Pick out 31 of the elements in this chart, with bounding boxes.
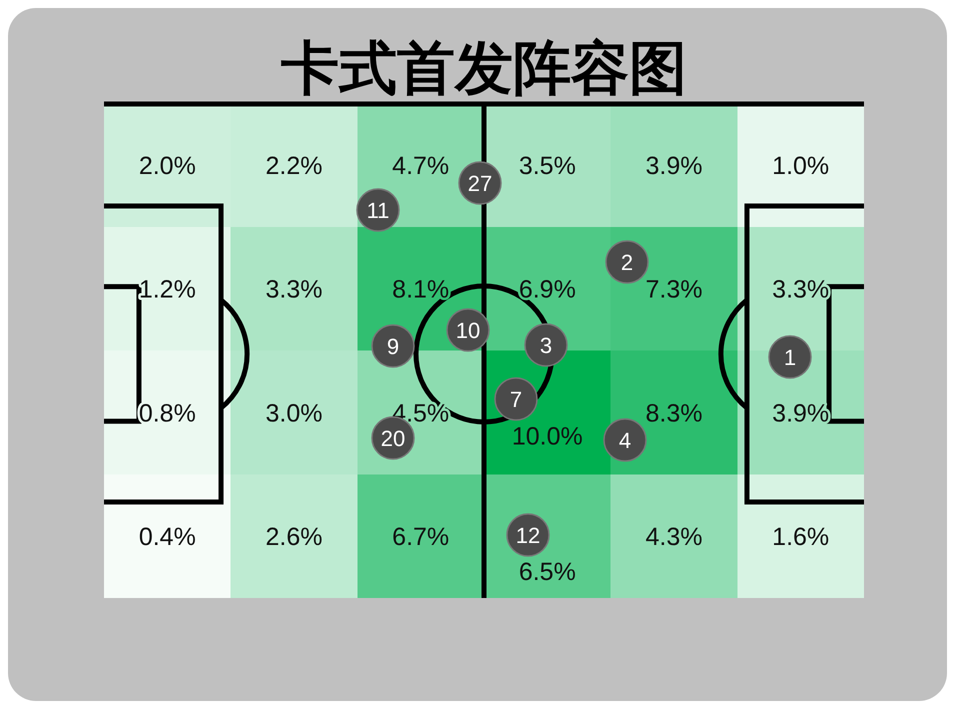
annotation: 3: [540, 333, 552, 358]
data-label: 0.4%: [138, 523, 196, 552]
data-label: 8.1%: [392, 276, 450, 304]
annotation: 2: [620, 250, 634, 275]
data-label: 6.5%: [518, 558, 576, 586]
data-label: 7.3%: [646, 276, 702, 304]
data-label: 3.3%: [266, 276, 322, 304]
annotation: 10: [456, 318, 480, 343]
data-label: 4.5%: [392, 399, 450, 428]
annotation: 12: [516, 523, 540, 548]
data-label: 10.0%: [512, 422, 583, 450]
data-label: 4.3%: [646, 523, 702, 552]
data-label: 3.5%: [518, 152, 576, 180]
data-label: 6.7%: [392, 523, 450, 552]
annotation: 27: [468, 171, 492, 196]
annotation: 20: [380, 426, 406, 451]
data-label: 3.9%: [646, 152, 702, 180]
annotation: 7: [510, 387, 522, 412]
data-label: 2.2%: [266, 152, 322, 180]
data-label: 4.7%: [392, 152, 450, 180]
data-label: 6.9%: [518, 276, 576, 304]
data-label: 3.0%: [266, 399, 322, 428]
annotation: 11: [366, 198, 390, 223]
data-label: 1.0%: [772, 152, 830, 180]
annotation: 4: [618, 428, 632, 453]
annotation: 9: [386, 334, 400, 359]
data-label: 1.6%: [772, 523, 830, 552]
chart-title: 卡式首发阵容图: [280, 34, 687, 102]
data-label: 2.6%: [266, 523, 322, 552]
data-label: 2.0%: [138, 152, 196, 180]
data-label: 8.3%: [646, 399, 702, 428]
